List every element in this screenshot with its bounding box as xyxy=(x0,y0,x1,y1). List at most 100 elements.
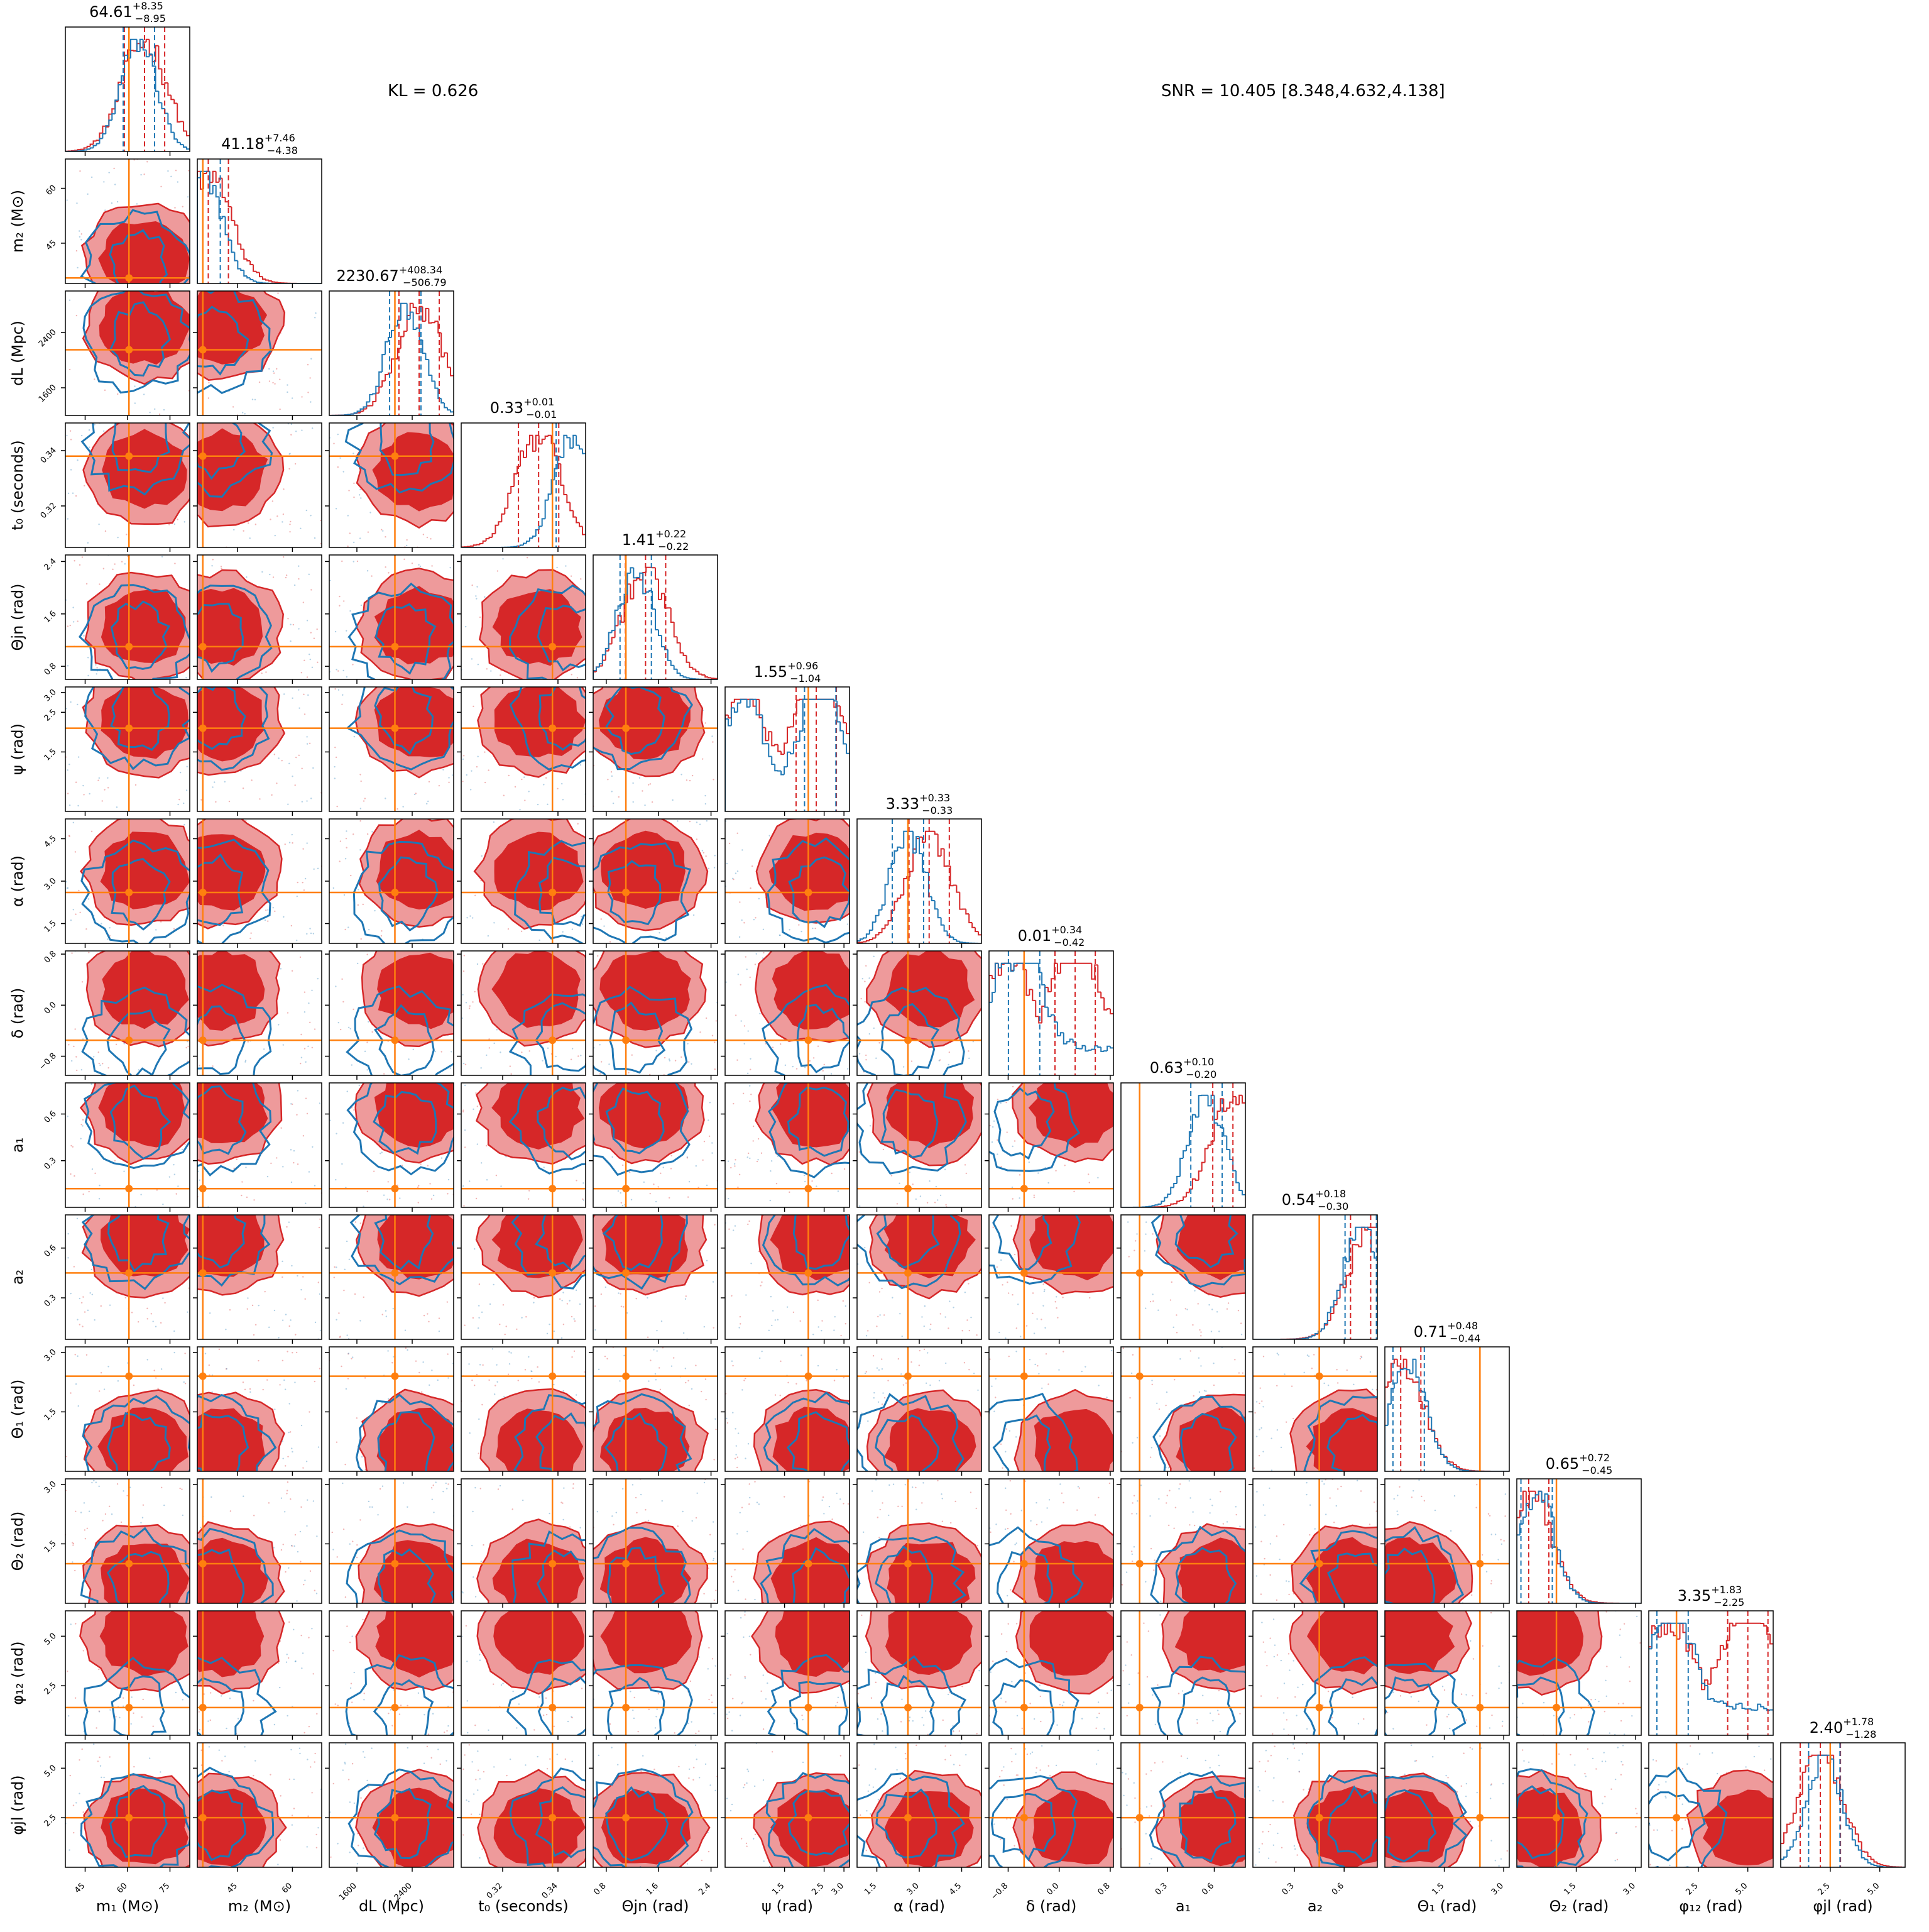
sample-point xyxy=(964,1362,965,1363)
sample-point xyxy=(745,1378,746,1379)
sample-point xyxy=(922,1482,924,1483)
sample-point xyxy=(743,922,745,923)
truth-marker xyxy=(199,1373,207,1380)
sample-point xyxy=(735,1225,736,1226)
sample-point xyxy=(845,1323,846,1324)
sample-point xyxy=(381,529,382,530)
sample-point xyxy=(772,1046,773,1048)
sample-point xyxy=(561,783,562,784)
sample-point xyxy=(476,1198,477,1199)
y-tick-label: 0.3 xyxy=(43,1156,58,1172)
sample-point xyxy=(968,1050,969,1051)
sample-point xyxy=(672,799,673,801)
sample-point xyxy=(714,1224,715,1226)
sample-point xyxy=(399,1197,400,1199)
sample-point xyxy=(294,784,295,786)
sample-point xyxy=(183,824,185,825)
sample-point xyxy=(606,1358,608,1359)
sample-point xyxy=(342,1483,343,1484)
sample-point xyxy=(286,1226,287,1227)
sample-point xyxy=(864,980,865,982)
sample-point xyxy=(927,1352,928,1353)
sample-point xyxy=(611,1156,613,1158)
y-tick-label: 0.6 xyxy=(43,1109,58,1125)
sample-point xyxy=(356,1417,358,1419)
sample-point xyxy=(433,1485,434,1486)
sample-point xyxy=(736,1533,738,1534)
sample-point xyxy=(245,1060,246,1061)
sample-point xyxy=(101,1372,102,1373)
sample-point xyxy=(72,1544,74,1545)
sample-point xyxy=(709,1534,711,1535)
sample-point xyxy=(755,963,756,965)
sample-point xyxy=(771,1325,772,1326)
sample-point xyxy=(1491,1580,1492,1581)
y-tick-label: 3.0 xyxy=(43,1479,58,1495)
sample-point xyxy=(1135,1240,1136,1241)
sample-point xyxy=(385,1310,386,1312)
sample-point xyxy=(287,392,288,393)
sample-point xyxy=(107,777,108,779)
sample-point xyxy=(471,585,473,586)
panel-theta1-a1 xyxy=(1117,1347,1282,1501)
sample-point xyxy=(1360,1358,1361,1359)
sample-point xyxy=(732,878,733,879)
y-tick-label: 2400 xyxy=(37,327,58,349)
sample-point xyxy=(306,736,307,737)
sample-point xyxy=(1168,1467,1169,1468)
sample-point xyxy=(995,1523,997,1525)
sample-point xyxy=(757,1161,758,1162)
sample-point xyxy=(297,1551,298,1552)
sample-point xyxy=(292,1104,293,1105)
sample-point xyxy=(1034,1364,1036,1365)
sample-point xyxy=(1269,1574,1271,1576)
sample-point xyxy=(244,1061,246,1062)
sample-point xyxy=(1198,1303,1199,1304)
truth-marker xyxy=(549,1269,556,1276)
sample-point xyxy=(449,567,451,568)
truth-marker xyxy=(804,1373,812,1380)
sample-point xyxy=(273,372,275,373)
sample-point xyxy=(77,805,79,806)
panel-thetajn-t0 xyxy=(457,555,620,688)
sample-point xyxy=(69,369,70,370)
sample-point xyxy=(636,1512,637,1513)
sample-point xyxy=(1134,1546,1135,1547)
sample-point xyxy=(613,1524,614,1525)
sample-point xyxy=(339,860,340,862)
sample-point xyxy=(84,1502,85,1503)
sample-point xyxy=(1081,1371,1083,1372)
sample-point xyxy=(873,1028,875,1029)
sample-point xyxy=(147,1318,148,1319)
sample-point xyxy=(80,1138,81,1139)
sample-point xyxy=(966,1319,968,1320)
sample-point xyxy=(336,1319,337,1320)
sample-point xyxy=(335,985,336,987)
sample-point xyxy=(1171,1282,1172,1283)
panel-alpha-dL xyxy=(325,814,478,948)
sample-point xyxy=(1323,1483,1325,1485)
sample-point xyxy=(609,941,611,942)
sample-point xyxy=(341,561,342,562)
sample-point xyxy=(821,1320,822,1321)
sample-point xyxy=(1078,1486,1079,1487)
sample-point xyxy=(562,1519,564,1520)
sample-point xyxy=(355,1221,356,1222)
truth-marker xyxy=(125,1036,133,1044)
sample-point xyxy=(107,1366,109,1367)
truth-marker xyxy=(549,1560,556,1567)
sample-point xyxy=(73,1543,74,1544)
sample-point xyxy=(258,1360,259,1361)
sample-point xyxy=(930,1324,931,1325)
sample-point xyxy=(682,1511,683,1512)
sample-point xyxy=(368,531,369,532)
sample-point xyxy=(283,1380,285,1381)
sample-point xyxy=(298,707,300,708)
sample-point xyxy=(1173,1528,1174,1529)
sample-point xyxy=(840,1335,841,1336)
sample-point xyxy=(601,1293,602,1295)
sample-point xyxy=(563,1390,564,1391)
sample-point xyxy=(334,1266,335,1268)
sample-point xyxy=(405,1347,407,1349)
